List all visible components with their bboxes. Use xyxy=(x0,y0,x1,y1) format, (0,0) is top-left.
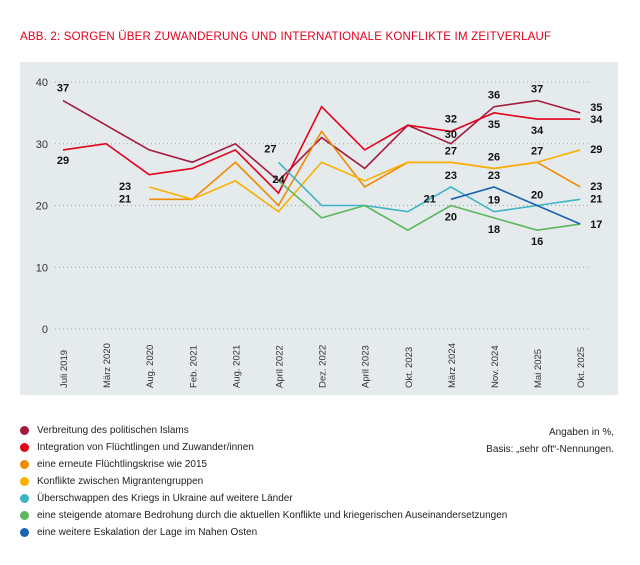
legend-label: Verbreitung des politischen Islams xyxy=(37,425,189,436)
x-tick-label: Nov. 2024 xyxy=(490,345,501,388)
series-line xyxy=(277,161,581,213)
legend-dot-icon xyxy=(20,511,29,520)
data-label: 17 xyxy=(590,219,602,231)
x-tick-label: April 2022 xyxy=(275,345,286,388)
data-label: 30 xyxy=(445,129,457,141)
chart-title: ABB. 2: SORGEN ÜBER ZUWANDERUNG UND INTE… xyxy=(20,31,552,43)
x-tick-label: Okt. 2025 xyxy=(576,347,587,388)
legend-item: Konflikte zwischen Migrantengruppen xyxy=(20,473,507,490)
series-line xyxy=(62,99,581,182)
line-chart: 0 10 20 30 40 Juli 2019 März 2020 Aug. 2020 Feb.… xyxy=(36,77,604,388)
legend-item: eine weitere Eskalation der Lage im Nahe… xyxy=(20,524,507,541)
x-tick-label: Aug. 2020 xyxy=(145,345,156,388)
x-tick-label: Okt. 2023 xyxy=(404,347,415,388)
data-label: 16 xyxy=(531,236,543,248)
data-label: 21 xyxy=(119,193,131,205)
data-label: 34 xyxy=(590,114,603,126)
plot-area xyxy=(20,62,618,395)
x-tick-label: März 2020 xyxy=(102,343,113,388)
data-label: 27 xyxy=(264,143,276,155)
data-label: 20 xyxy=(445,212,457,224)
legend-label: Konflikte zwischen Migrantengruppen xyxy=(37,476,204,487)
data-label: 19 xyxy=(488,195,500,207)
y-tick-label: 10 xyxy=(36,262,48,274)
data-label: 35 xyxy=(488,119,500,131)
data-label: 21 xyxy=(424,193,436,205)
legend-item: Verbreitung des politischen Islams xyxy=(20,422,507,439)
data-label: 27 xyxy=(531,145,543,157)
data-label: 23 xyxy=(488,170,500,182)
legend-label: Integration von Flüchtlingen und Zuwande… xyxy=(37,442,254,453)
legend-label: eine weitere Eskalation der Lage im Nahe… xyxy=(37,527,258,538)
legend-item: eine steigende atomare Bedrohung durch d… xyxy=(20,507,507,524)
legend-dot-icon xyxy=(20,477,29,486)
data-label: 34 xyxy=(531,125,544,137)
data-label: 37 xyxy=(531,84,543,96)
legend-label: Überschwappen des Kriegs in Ukraine auf … xyxy=(37,493,293,504)
legend-dot-icon xyxy=(20,426,29,435)
data-label: 23 xyxy=(445,170,457,182)
legend-dot-icon xyxy=(20,494,29,503)
y-tick-label: 40 xyxy=(36,77,48,89)
legend-dot-icon xyxy=(20,528,29,537)
y-tick-label: 20 xyxy=(36,201,48,213)
data-label: 27 xyxy=(445,145,457,157)
data-label: 35 xyxy=(590,102,602,114)
data-label: 26 xyxy=(488,151,500,163)
note: Angaben in %, Basis: „sehr oft“-Nennunge… xyxy=(486,424,614,458)
data-label: 23 xyxy=(590,181,602,193)
note-basis: Basis: „sehr oft“-Nennungen. xyxy=(486,444,614,455)
series-line xyxy=(62,105,581,195)
series-line xyxy=(148,149,581,213)
legend-dot-icon xyxy=(20,460,29,469)
legend-label: eine erneute Flüchtlingskrise wie 2015 xyxy=(37,459,208,470)
y-tick-label: 0 xyxy=(42,324,48,336)
data-label: 23 xyxy=(119,181,131,193)
legend-item: Überschwappen des Kriegs in Ukraine auf … xyxy=(20,490,507,507)
x-tick-label: April 2023 xyxy=(361,345,372,388)
legend-dot-icon xyxy=(20,443,29,452)
x-tick-label: Mai 2025 xyxy=(533,349,544,388)
x-tick-label: Juli 2019 xyxy=(59,350,70,388)
note-unit: Angaben in %, xyxy=(548,427,614,438)
x-tick-label: Aug. 2021 xyxy=(231,345,242,388)
legend-label: eine steigende atomare Bedrohung durch d… xyxy=(37,510,508,521)
x-tick-label: März 2024 xyxy=(447,343,458,388)
data-label: 24 xyxy=(272,174,285,186)
data-label: 18 xyxy=(488,224,500,236)
data-label: 29 xyxy=(57,155,69,167)
data-label: 29 xyxy=(590,144,602,156)
data-label: 20 xyxy=(531,190,543,202)
data-label: 21 xyxy=(590,193,602,205)
x-tick-label: Dez. 2022 xyxy=(318,345,329,388)
x-tick-label: Feb. 2021 xyxy=(188,345,199,388)
legend-item: Integration von Flüchtlingen und Zuwande… xyxy=(20,439,507,456)
series-line xyxy=(450,186,581,225)
data-label: 36 xyxy=(488,90,500,102)
data-label: 32 xyxy=(445,113,457,125)
legend: Verbreitung des politischen Islams Integr… xyxy=(20,422,507,541)
legend-item: eine erneute Flüchtlingskrise wie 2015 xyxy=(20,456,507,473)
y-tick-label: 30 xyxy=(36,139,48,151)
data-label: 37 xyxy=(57,83,69,95)
series-line xyxy=(277,180,581,232)
